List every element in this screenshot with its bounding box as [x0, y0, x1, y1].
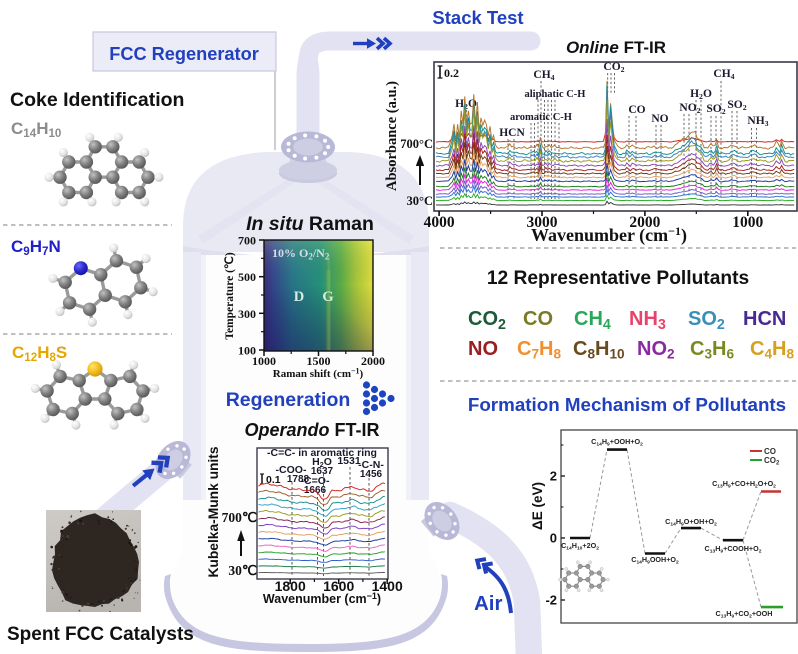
svg-text:H2O: H2O — [455, 98, 477, 111]
svg-text:aliphatic C-H: aliphatic C-H — [525, 89, 586, 100]
svg-text:CO2: CO2 — [603, 61, 624, 74]
svg-text:H2O: H2O — [312, 456, 332, 469]
svg-text:NH3: NH3 — [747, 115, 768, 128]
svg-text:Kubelka-Munk units: Kubelka-Munk units — [206, 446, 221, 577]
svg-text:Regeneration: Regeneration — [226, 389, 351, 411]
svg-text:1637: 1637 — [311, 466, 334, 477]
svg-text:2000: 2000 — [361, 354, 385, 368]
svg-text:C3H6: C3H6 — [690, 338, 734, 362]
svg-text:0.2: 0.2 — [444, 66, 459, 80]
svg-text:Temperature (℃): Temperature (℃) — [223, 252, 236, 339]
svg-text:500: 500 — [238, 270, 256, 284]
svg-text:Online FT-IR: Online FT-IR — [566, 38, 666, 57]
svg-text:C14H9OOH+O2: C14H9OOH+O2 — [631, 555, 679, 565]
svg-text:-C=O-: -C=O- — [301, 475, 330, 487]
svg-text:Formation Mechanism of Polluta: Formation Mechanism of Pollutants — [468, 394, 786, 415]
svg-text:-C=C- in aromatic ring: -C=C- in aromatic ring — [267, 447, 377, 459]
svg-text:SO2: SO2 — [727, 99, 746, 112]
svg-text:0: 0 — [550, 531, 557, 546]
svg-text:CO2: CO2 — [764, 456, 780, 467]
svg-text:C7H8: C7H8 — [517, 338, 561, 362]
svg-text:100: 100 — [238, 344, 256, 358]
svg-text:1500: 1500 — [307, 354, 331, 368]
svg-text:Stack Test: Stack Test — [432, 7, 523, 28]
svg-text:1800: 1800 — [275, 578, 306, 594]
svg-text:NO2: NO2 — [637, 338, 675, 362]
svg-text:Wavenumber (cm−1): Wavenumber (cm−1) — [263, 591, 381, 606]
svg-text:-C-N-: -C-N- — [358, 459, 384, 471]
svg-text:C13H9+COOH+O2: C13H9+COOH+O2 — [705, 544, 762, 554]
svg-text:1600: 1600 — [323, 578, 354, 594]
svg-text:Raman shift (cm−1): Raman shift (cm−1) — [273, 367, 364, 381]
svg-text:D: D — [294, 289, 304, 305]
svg-text:HCN: HCN — [743, 308, 786, 330]
svg-text:1000: 1000 — [252, 354, 276, 368]
svg-text:C4H8: C4H8 — [750, 338, 794, 362]
svg-text:aromatic C-H: aromatic C-H — [510, 112, 572, 123]
svg-text:NH3: NH3 — [629, 308, 666, 333]
svg-text:30°C: 30°C — [406, 194, 433, 208]
svg-text:SO2: SO2 — [688, 308, 725, 333]
svg-text:1531: 1531 — [337, 455, 361, 467]
svg-text:C12H8S: C12H8S — [12, 343, 67, 364]
svg-text:30℃: 30℃ — [228, 563, 258, 578]
svg-text:4000: 4000 — [424, 214, 455, 231]
svg-text:H2O: H2O — [690, 88, 712, 101]
svg-text:3000: 3000 — [527, 214, 558, 231]
svg-text:CO: CO — [628, 104, 645, 116]
svg-text:1788: 1788 — [287, 474, 310, 485]
svg-text:2: 2 — [550, 469, 557, 484]
svg-text:12 Representative Pollutants: 12 Representative Pollutants — [487, 268, 749, 289]
svg-text:1400: 1400 — [372, 578, 403, 594]
svg-text:FCC Regenerator: FCC Regenerator — [109, 44, 259, 64]
svg-text:0.1: 0.1 — [266, 474, 281, 486]
svg-text:G: G — [322, 289, 333, 305]
svg-text:Operando FT-IR: Operando FT-IR — [244, 420, 379, 440]
svg-text:Coke Identification: Coke Identification — [10, 89, 184, 111]
svg-text:1666: 1666 — [304, 485, 327, 496]
svg-text:10% O2/N2: 10% O2/N2 — [272, 246, 330, 262]
svg-text:Absorbance (a.u.): Absorbance (a.u.) — [384, 81, 400, 191]
svg-text:C13H9+CO+H2O+O2: C13H9+CO+H2O+O2 — [712, 479, 776, 489]
svg-text:HCN: HCN — [499, 127, 525, 139]
svg-text:700°C: 700°C — [400, 137, 433, 151]
svg-text:CO2: CO2 — [468, 308, 506, 333]
svg-text:Wavenumber (cm−1): Wavenumber (cm−1) — [531, 224, 687, 246]
svg-text:CH4: CH4 — [713, 68, 734, 81]
svg-text:CH4: CH4 — [574, 308, 611, 333]
svg-text:2000: 2000 — [629, 214, 660, 231]
svg-text:-2: -2 — [545, 593, 557, 608]
svg-text:1000: 1000 — [732, 214, 763, 231]
svg-text:-COO-: -COO- — [276, 464, 307, 476]
svg-text:1456: 1456 — [360, 469, 383, 480]
svg-text:C14H9+OOH+O2: C14H9+OOH+O2 — [591, 437, 643, 447]
svg-text:Air: Air — [474, 592, 503, 615]
svg-text:C14H9O+OH+O2: C14H9O+OH+O2 — [665, 517, 717, 527]
svg-text:C14H10: C14H10 — [11, 119, 61, 140]
svg-text:SO2: SO2 — [706, 103, 725, 116]
svg-text:700: 700 — [238, 234, 256, 248]
svg-text:C8H10: C8H10 — [573, 338, 625, 362]
svg-text:CH4: CH4 — [533, 69, 554, 82]
svg-text:ΔE (eV): ΔE (eV) — [530, 482, 545, 530]
svg-text:NO: NO — [651, 113, 668, 125]
svg-text:NO2: NO2 — [679, 102, 700, 115]
svg-text:In situ Raman: In situ Raman — [246, 213, 374, 235]
svg-text:CO: CO — [764, 447, 776, 456]
svg-text:Spent FCC Catalysts: Spent FCC Catalysts — [7, 624, 194, 645]
svg-text:700℃: 700℃ — [222, 510, 258, 525]
svg-text:NO: NO — [468, 338, 498, 360]
svg-text:C13H9+CO2+OOH: C13H9+CO2+OOH — [716, 609, 773, 619]
svg-text:300: 300 — [238, 307, 256, 321]
svg-text:CO: CO — [523, 308, 553, 330]
svg-text:C14H10+2O2: C14H10+2O2 — [561, 541, 599, 551]
svg-text:C9H7N: C9H7N — [11, 237, 61, 258]
